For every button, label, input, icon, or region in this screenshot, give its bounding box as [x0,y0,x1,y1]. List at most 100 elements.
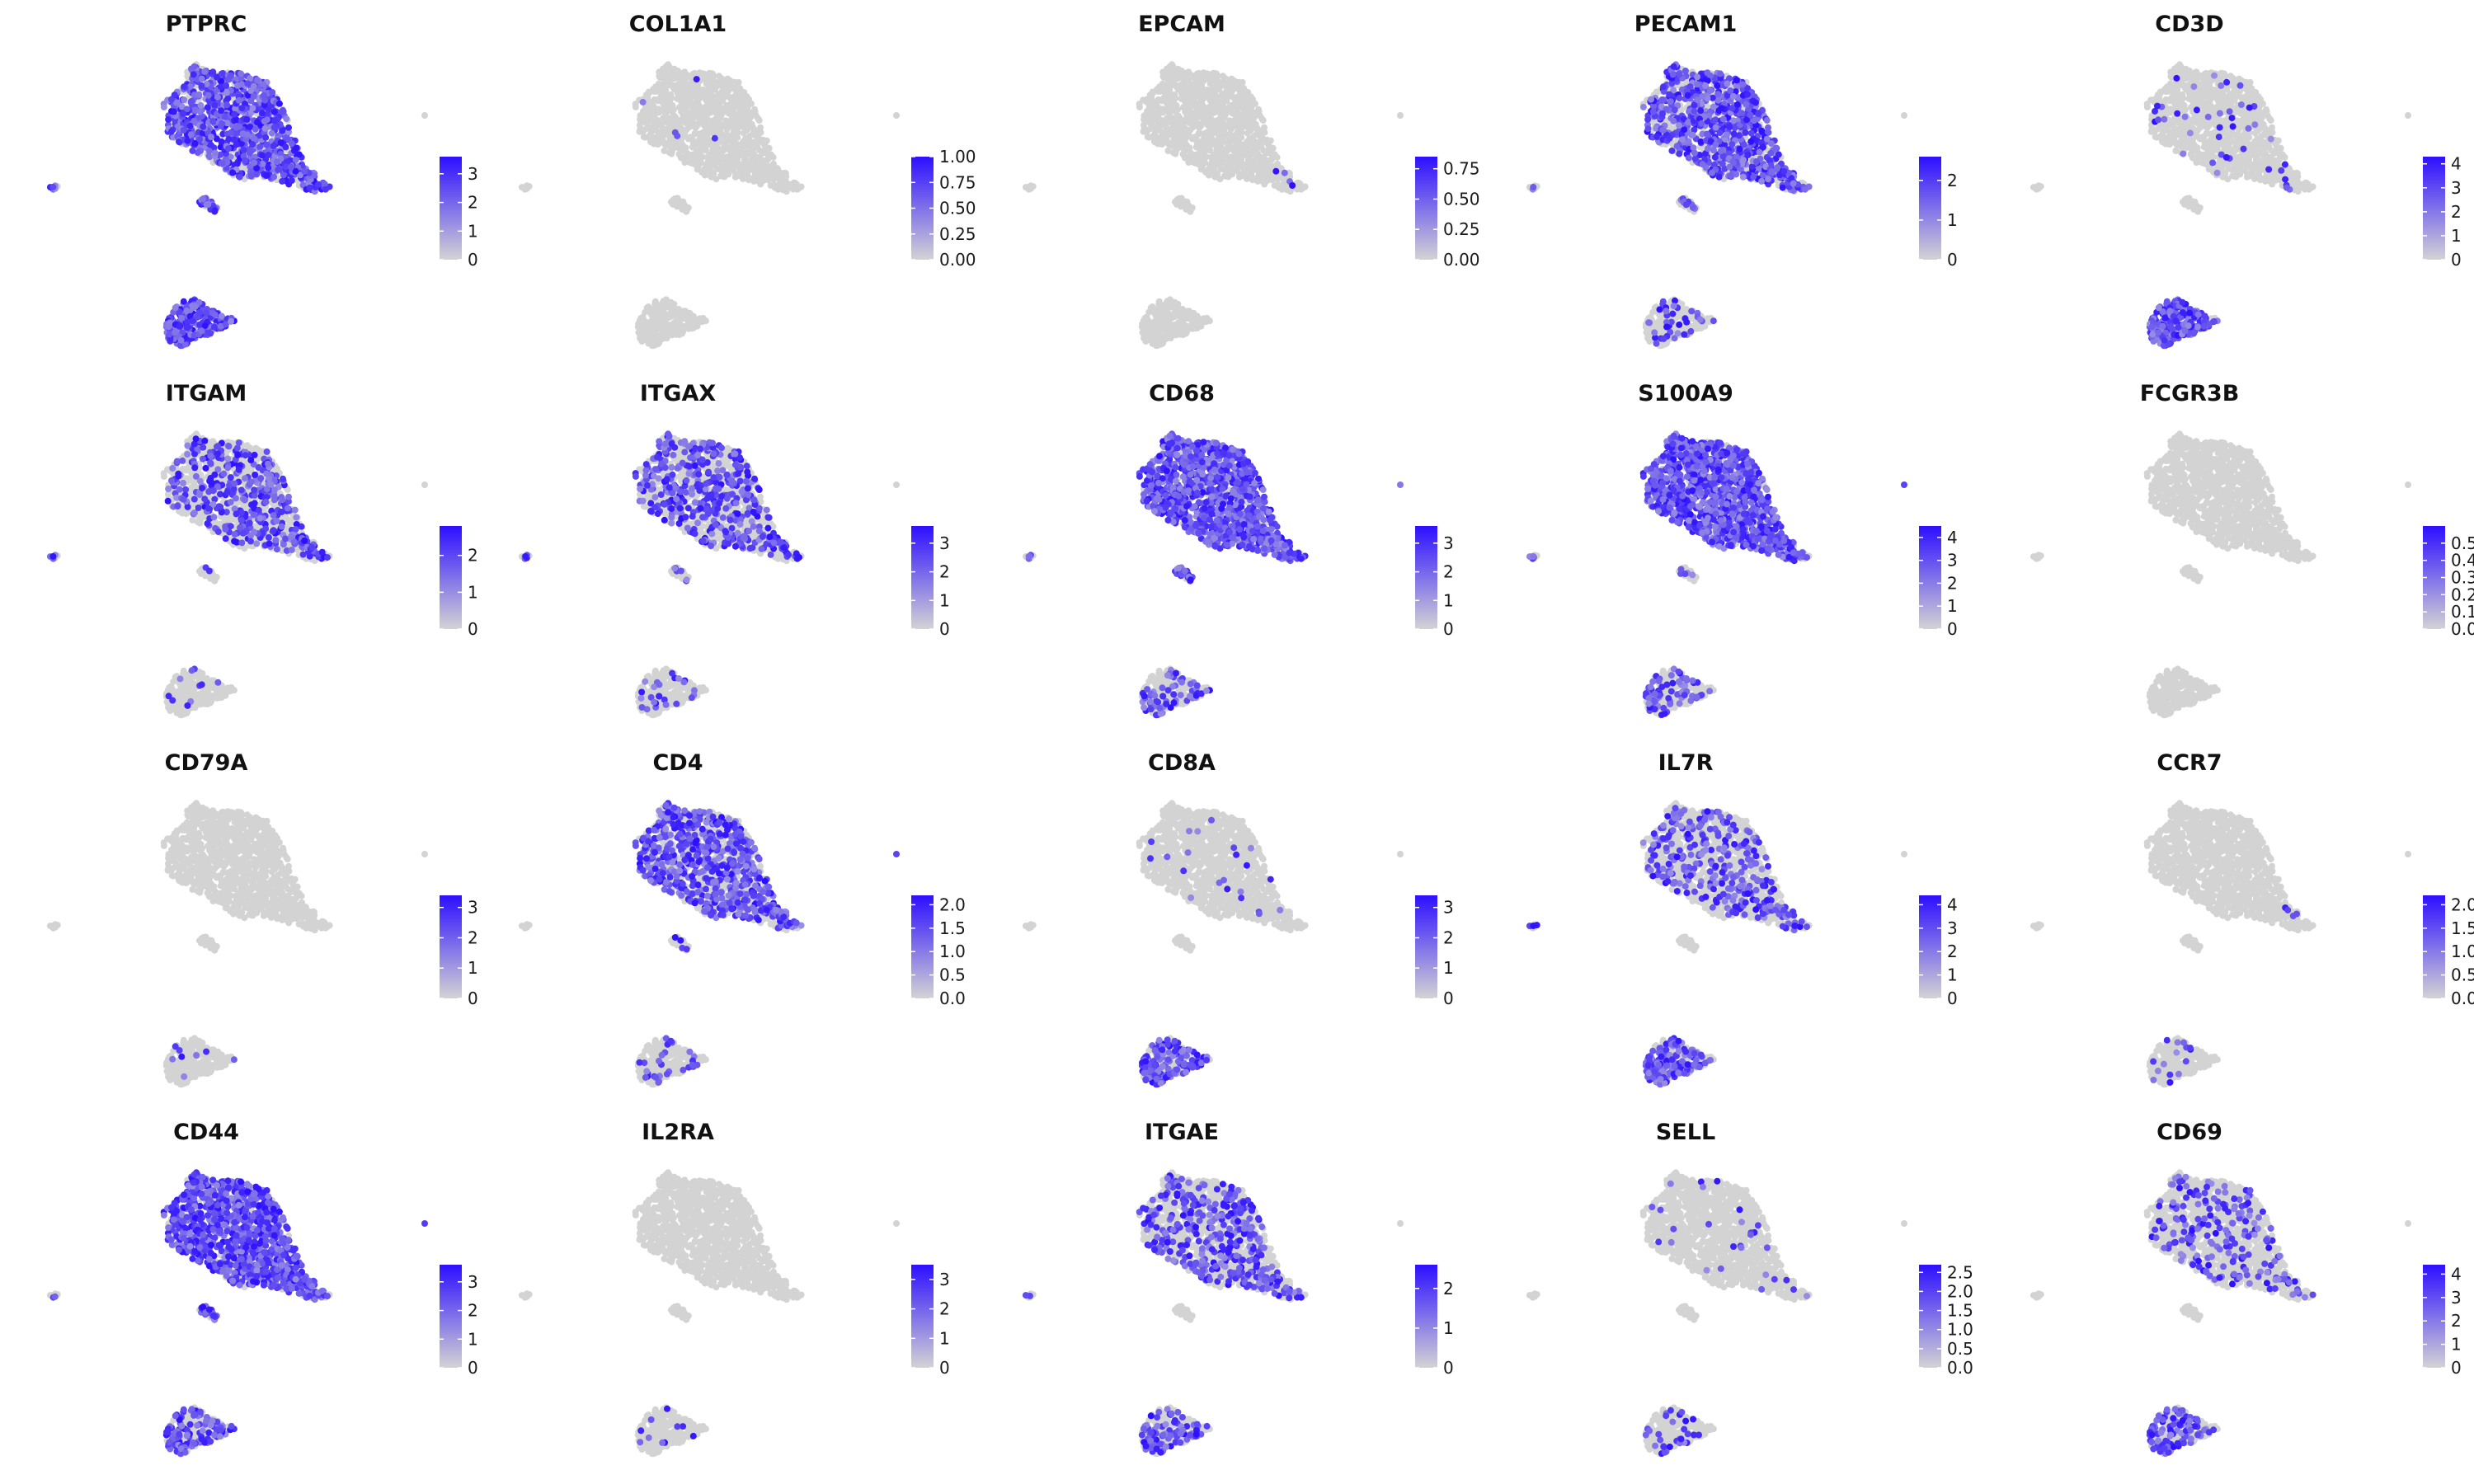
cell-point [1259,117,1267,124]
cell-point [1261,176,1268,183]
cell-point-expressed [249,141,256,148]
cell-point [669,101,676,109]
cell-point [1254,177,1262,185]
cell-point [668,94,675,101]
legend-tick-label: 0.75 [1443,159,1480,179]
cell-point [1199,120,1206,127]
cell-point [764,167,771,175]
cell-point-expressed [1272,167,1280,175]
cell-point-expressed [212,149,219,157]
cell-point-expressed [208,134,214,141]
cell-point-expressed [181,340,189,348]
cell-point-expressed [219,160,227,167]
cell-point [778,184,785,191]
cell-point-expressed [176,139,183,146]
cell-point [1198,82,1206,89]
cell-point [651,298,659,305]
cell-point [739,111,746,119]
cell-point [663,139,670,147]
cell-point-expressed [198,82,205,89]
cell-point [1206,147,1213,154]
cell-point [1201,76,1207,83]
cell-point [709,140,717,147]
cell-point-expressed [190,117,198,124]
cell-point [1207,105,1215,112]
cell-point-expressed [277,150,285,157]
cell-point [656,318,662,326]
cell-point [1154,314,1161,322]
cell-point-expressed [288,140,295,147]
cell-point-expressed [254,119,261,126]
cell-point [732,141,740,148]
cell-point-expressed [221,113,228,120]
cell-point-expressed [201,68,209,75]
cell-point [751,106,758,113]
cell-point [421,112,428,119]
cell-point [677,198,684,205]
cell-point-expressed [639,98,647,106]
cell-point [725,77,732,84]
cell-point-expressed [280,171,287,179]
cell-point [721,141,728,148]
cell-point [1244,99,1251,106]
cell-point-expressed [270,108,278,115]
cell-point-expressed [223,82,230,89]
cell-point-expressed [181,96,188,104]
cell-point-expressed [244,80,252,87]
cell-point-expressed [209,68,217,76]
cell-point [1155,110,1162,117]
cell-point-expressed [247,123,254,130]
cell-point [1188,149,1194,157]
cell-point [694,82,702,89]
cell-point-expressed [252,125,259,133]
cell-point-expressed [288,177,295,184]
cell-point-expressed [301,167,308,175]
cell-point [1235,110,1242,117]
cell-point-expressed [270,173,278,181]
cell-point [1166,87,1174,94]
cell-point-expressed [292,157,299,163]
cell-point [1179,104,1187,111]
cell-point-expressed [211,101,219,109]
cell-point [1244,129,1251,137]
cell-point-expressed [231,110,238,118]
cell-point [751,171,759,179]
cell-point [735,101,742,108]
cell-point [1177,322,1184,330]
cell-point [747,100,755,107]
cell-point [662,63,670,70]
cell-point-expressed [195,298,203,306]
cell-point [1213,140,1221,147]
cell-point-expressed [693,76,700,83]
cell-point [694,321,701,328]
cell-point-expressed [250,82,257,90]
cell-point [1256,143,1263,151]
cell-point [1207,129,1215,137]
cell-point-expressed [184,318,190,326]
cell-point-expressed [218,312,225,320]
cell-point [658,134,666,142]
cell-point [681,68,689,76]
cell-point [1259,158,1267,165]
cell-point [1172,94,1179,101]
cell-point [718,75,725,82]
cell-point [642,108,649,115]
legend-tick-label: 0 [468,250,478,270]
cell-point-expressed [187,131,195,139]
cell-point [1236,141,1244,148]
cell-point [1205,169,1212,176]
cell-point [721,105,728,112]
cell-point [759,163,766,171]
cell-point [637,116,644,123]
cell-point-expressed [187,98,195,106]
cell-point [1187,126,1194,134]
cell-point [1261,124,1268,131]
cell-point [697,145,703,153]
cell-point [701,169,708,176]
umap-scatter [1022,61,1404,350]
cell-point [1183,330,1190,337]
cell-point [1200,69,1207,77]
cell-point [658,122,666,129]
cell-point [1227,125,1235,133]
cell-point [725,153,732,161]
